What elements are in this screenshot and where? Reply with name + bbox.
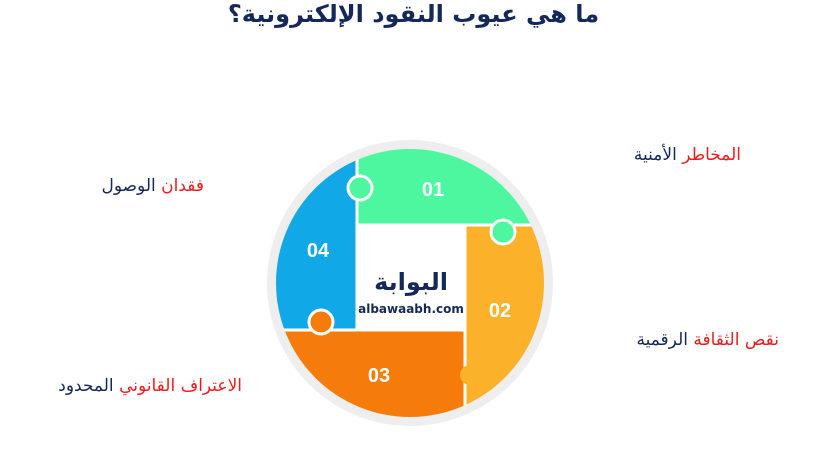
- number-03: 03: [368, 365, 390, 387]
- number-04: 04: [307, 240, 330, 262]
- label-04: فقدان الوصول: [101, 176, 204, 196]
- label-01: المخاطر الأمنية: [633, 145, 741, 165]
- number-02: 02: [489, 300, 511, 322]
- label-02: نقص الثقافة الرقمية: [636, 330, 779, 350]
- number-01: 01: [422, 179, 444, 201]
- svg-text:البوابة: البوابة: [374, 268, 448, 296]
- page-title: ما هي عيوب النقود الإلكترونية؟: [227, 0, 600, 28]
- label-03: الاعتراف القانوني المحدود: [58, 376, 242, 396]
- albawaba-logo: البوابة albawaabh.com: [358, 268, 464, 316]
- svg-text:albawaabh.com: albawaabh.com: [358, 302, 464, 316]
- center-square: [357, 225, 465, 330]
